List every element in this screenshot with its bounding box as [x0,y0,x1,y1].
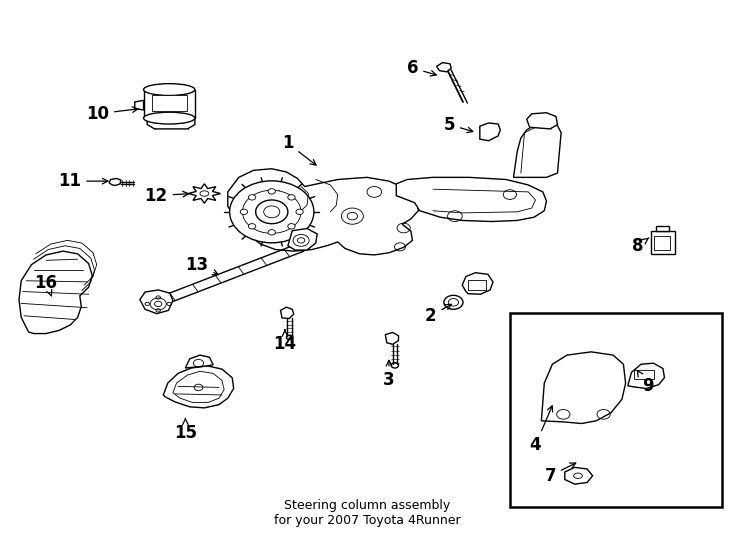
Text: 4: 4 [530,406,553,454]
Polygon shape [109,178,121,185]
Polygon shape [144,90,195,118]
Ellipse shape [293,234,309,246]
Polygon shape [462,273,493,294]
Polygon shape [514,124,561,177]
Ellipse shape [144,84,195,96]
Ellipse shape [296,209,303,214]
Ellipse shape [242,190,301,233]
Ellipse shape [248,194,255,200]
Bar [153,95,186,111]
Polygon shape [396,177,547,221]
Text: 13: 13 [186,255,218,275]
Text: 6: 6 [407,59,436,77]
Text: 11: 11 [58,172,108,190]
Polygon shape [228,168,418,255]
Polygon shape [628,363,664,388]
Polygon shape [564,467,592,484]
Polygon shape [140,290,173,314]
Text: 12: 12 [145,187,189,205]
Text: 1: 1 [283,134,316,165]
Polygon shape [148,118,195,129]
Ellipse shape [144,112,195,124]
Polygon shape [19,251,92,334]
Polygon shape [655,226,669,231]
Text: 8: 8 [632,237,649,255]
Ellipse shape [240,209,247,214]
Text: 16: 16 [34,274,57,296]
Polygon shape [288,228,317,250]
Text: 3: 3 [383,360,395,389]
Ellipse shape [268,230,275,235]
Text: 2: 2 [425,305,451,325]
Text: Steering column assembly
for your 2007 Toyota 4Runner: Steering column assembly for your 2007 T… [274,500,460,528]
Text: 15: 15 [174,418,197,442]
Text: 7: 7 [545,463,575,485]
Bar [654,236,670,249]
Polygon shape [185,355,213,368]
Polygon shape [385,333,399,345]
Ellipse shape [444,295,463,309]
Polygon shape [527,113,558,129]
Ellipse shape [288,194,295,200]
Ellipse shape [248,224,255,229]
Ellipse shape [150,298,167,310]
Ellipse shape [230,181,314,243]
Bar [651,231,675,254]
Polygon shape [280,307,294,319]
Text: 5: 5 [443,116,473,133]
Ellipse shape [288,224,295,229]
Bar [633,370,654,379]
Polygon shape [164,366,233,408]
Polygon shape [480,123,501,141]
Text: 14: 14 [273,330,297,353]
Polygon shape [135,100,144,110]
Bar [510,313,722,507]
Polygon shape [542,352,625,423]
Polygon shape [188,184,220,203]
Text: 10: 10 [86,105,138,123]
Polygon shape [437,63,451,72]
Ellipse shape [268,188,275,194]
Text: 9: 9 [637,371,653,395]
Bar [468,280,487,291]
